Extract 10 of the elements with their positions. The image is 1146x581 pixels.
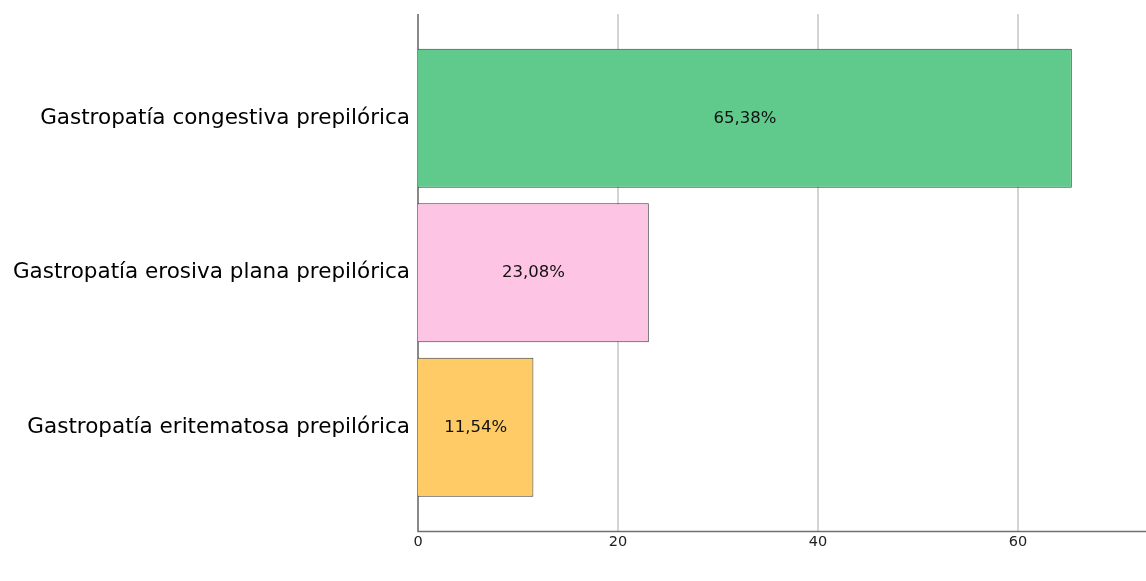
y-tick-label: Gastropatía erosiva plana prepilórica: [12, 258, 410, 284]
x-tick-label: 20: [608, 533, 628, 550]
data-label: 11,54%: [444, 416, 508, 436]
y-tick-label: Gastropatía congestiva prepilórica: [40, 103, 410, 129]
data-label: 23,08%: [501, 262, 565, 282]
x-tick-label: 0: [413, 533, 423, 550]
x-tick-label: 60: [1008, 533, 1028, 550]
y-tick-label: Gastropatía eritematosa prepilórica: [27, 412, 410, 438]
data-label: 65,38%: [713, 107, 777, 127]
x-tick-label: 40: [808, 533, 828, 550]
